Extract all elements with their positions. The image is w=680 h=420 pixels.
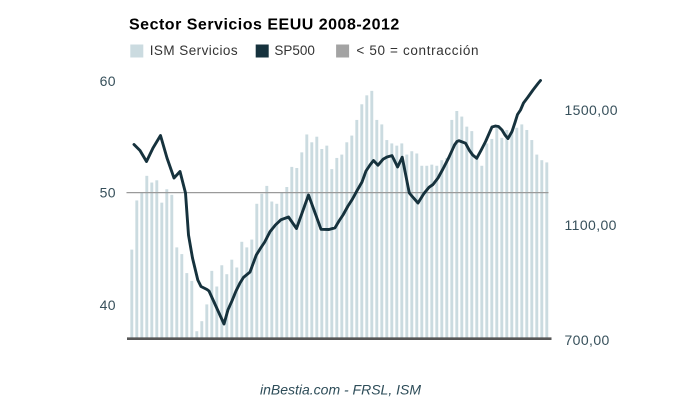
svg-text:1500,00: 1500,00 <box>565 102 618 118</box>
svg-text:< 50 = contracción: < 50 = contracción <box>356 43 479 58</box>
svg-text:60: 60 <box>100 73 116 89</box>
svg-text:SP500: SP500 <box>274 43 315 58</box>
svg-text:50: 50 <box>100 185 116 201</box>
svg-text:40: 40 <box>100 297 116 313</box>
svg-text:700,00: 700,00 <box>565 332 610 348</box>
svg-text:inBestia.com - FRSL, ISM: inBestia.com - FRSL, ISM <box>260 382 421 398</box>
svg-text:1100,00: 1100,00 <box>565 217 617 233</box>
svg-text:Sector Servicios EEUU 2008-201: Sector Servicios EEUU 2008-2012 <box>129 17 400 34</box>
svg-text:ISM Servicios: ISM Servicios <box>150 43 238 58</box>
